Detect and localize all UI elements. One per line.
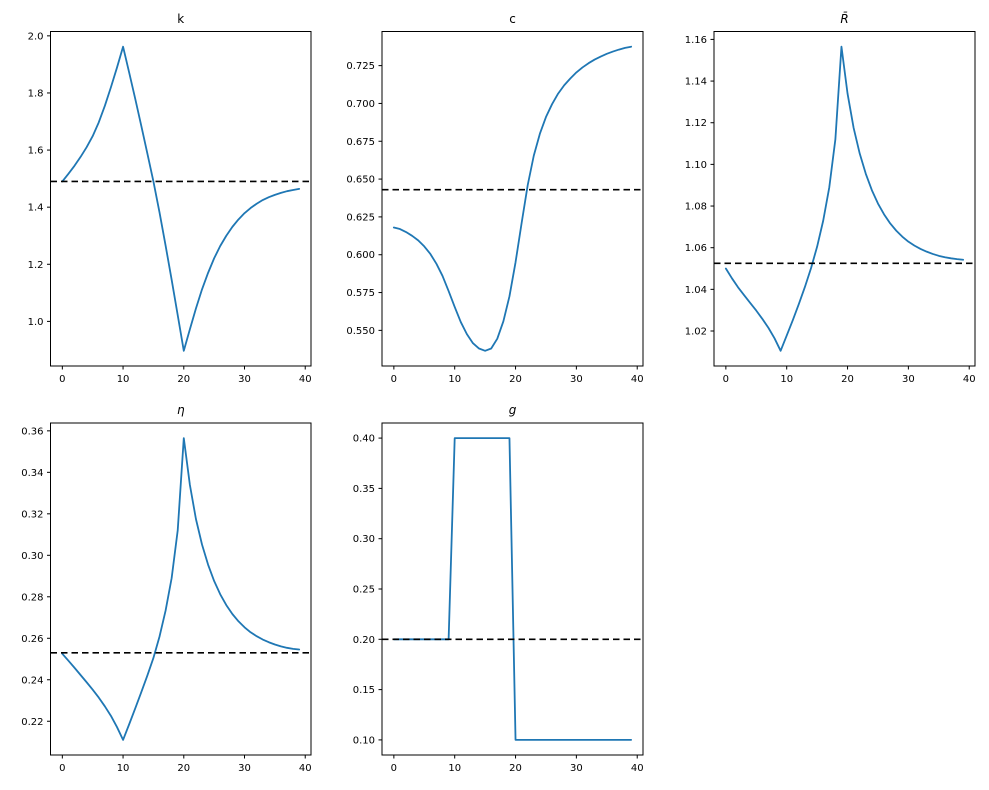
x-tick-label: 30	[570, 374, 583, 385]
axes-spines	[50, 31, 312, 367]
series-c-path	[392, 45, 633, 352]
y-tick-label: 0.36	[21, 426, 43, 437]
x-tick-label: 40	[631, 374, 644, 385]
x-tick-label: 10	[117, 374, 130, 385]
series-Rbar-path	[724, 45, 965, 352]
y-tick-label: 0.30	[21, 551, 43, 562]
empty-cell	[660, 395, 989, 790]
x-tick-label: 40	[299, 763, 312, 774]
x-tick-label: 0	[59, 374, 65, 385]
axes-spines	[381, 31, 644, 367]
x-tick-label: 0	[391, 763, 397, 774]
y-tick-label: 0.15	[353, 685, 375, 696]
x-tick-label: 0	[59, 763, 65, 774]
series-eta-path	[61, 437, 301, 741]
x-tick-label: 20	[841, 374, 854, 385]
y-tick-label: 0.25	[353, 585, 375, 596]
y-tick-label: 0.32	[21, 509, 43, 520]
y-tick-label: 1.0	[28, 317, 44, 328]
x-tick-label: 30	[570, 763, 583, 774]
y-tick-label: 0.40	[353, 434, 375, 445]
y-tick-label: 0.34	[21, 468, 43, 479]
y-tick-label: 0.26	[21, 634, 43, 645]
y-tick-label: 0.575	[346, 288, 375, 299]
chart-canvas-g: 0 10 20 30 40 0.10 0.15 0.20 0.25 0.30 0.35 0.40	[353, 422, 644, 774]
x-tick-label: 20	[177, 763, 190, 774]
y-tick-label: 1.6	[28, 146, 44, 157]
x-tick-label: 10	[448, 374, 461, 385]
x-tick-label: 20	[177, 374, 190, 385]
y-tick-label: 0.650	[346, 175, 375, 186]
x-tick-label: 40	[631, 763, 644, 774]
x-tick-label: 20	[509, 374, 522, 385]
x-tick-label: 40	[963, 374, 976, 385]
y-tick-label: 1.2	[28, 260, 44, 271]
subplot-eta: 0 10 20 30 40 0.22 0.24 0.26 0.28 0.30 0.32 0.34 0.3…	[0, 395, 330, 790]
y-tick-label: 0.24	[21, 675, 43, 686]
series-k-path	[61, 45, 301, 352]
x-tick-label: 20	[509, 763, 522, 774]
chart-canvas-eta: 0 10 20 30 40 0.22 0.24 0.26 0.28 0.30 0.32 0.34 0.3…	[21, 422, 312, 774]
y-tick-label: 0.20	[353, 635, 375, 646]
y-tick-label: 0.10	[353, 735, 375, 746]
y-tick-label: 0.600	[346, 250, 375, 261]
y-tick-label: 0.22	[21, 717, 43, 728]
y-tick-label: 0.725	[346, 61, 375, 72]
subplot-k-title: k	[177, 11, 185, 26]
x-tick-label: 10	[780, 374, 793, 385]
y-tick-label: 1.12	[685, 118, 707, 129]
subplot-c-title: c	[509, 11, 516, 26]
x-tick-label: 30	[238, 374, 251, 385]
subplot-rbar: 0 10 20 30 40 1.02 1.04 1.06 1.08 1.10 1.12 1.14 1.1…	[660, 0, 989, 395]
x-tick-label: 30	[902, 374, 915, 385]
axes-spines	[713, 31, 976, 367]
x-tick-label: 40	[299, 374, 312, 385]
axes-spines	[50, 422, 312, 756]
x-tick-label: 30	[238, 763, 251, 774]
y-tick-label: 0.28	[21, 592, 43, 603]
y-tick-label: 1.16	[685, 35, 707, 46]
subplot-c: 0 10 20 30 40 0.550 0.575 0.600 0.625 0.650 0.675 0…	[330, 0, 660, 395]
y-tick-label: 1.10	[685, 160, 707, 171]
series-g-path	[392, 437, 633, 741]
subplot-eta-title: η	[176, 403, 185, 417]
x-tick-label: 10	[448, 763, 461, 774]
x-tick-label: 0	[391, 374, 397, 385]
chart-canvas-k: 0 10 20 30 40 1.0 1.2 1.4 1.6 1.8 2.0	[28, 31, 312, 385]
y-tick-label: 0.550	[346, 326, 375, 337]
y-tick-label: 0.675	[346, 137, 375, 148]
y-tick-label: 1.08	[685, 202, 707, 213]
x-tick-label: 0	[723, 374, 729, 385]
y-tick-label: 1.02	[685, 327, 707, 338]
y-tick-label: 1.04	[685, 285, 707, 296]
y-tick-label: 0.30	[353, 534, 375, 545]
subplot-rbar-title: R̄	[840, 11, 849, 26]
y-tick-label: 1.8	[28, 88, 44, 99]
y-tick-label: 0.625	[346, 212, 375, 223]
x-tick-label: 10	[117, 763, 130, 774]
subplot-g-title: g	[508, 403, 517, 417]
y-tick-label: 1.14	[685, 77, 707, 88]
y-tick-label: 0.35	[353, 484, 375, 495]
y-tick-label: 0.700	[346, 99, 375, 110]
y-tick-label: 2.0	[28, 31, 44, 42]
subplot-k: 0 10 20 30 40 1.0 1.2 1.4 1.6 1.8 2.0 k	[0, 0, 330, 395]
chart-canvas-c: 0 10 20 30 40 0.550 0.575 0.600 0.625 0.650 0.675 0…	[346, 31, 644, 385]
y-tick-label: 1.4	[28, 203, 44, 214]
y-tick-label: 1.06	[685, 243, 707, 254]
chart-canvas-rbar: 0 10 20 30 40 1.02 1.04 1.06 1.08 1.10 1.12 1.14 1.1…	[685, 31, 976, 385]
subplot-g: 0 10 20 30 40 0.10 0.15 0.20 0.25 0.30 0.35 0.40 g	[330, 395, 660, 790]
